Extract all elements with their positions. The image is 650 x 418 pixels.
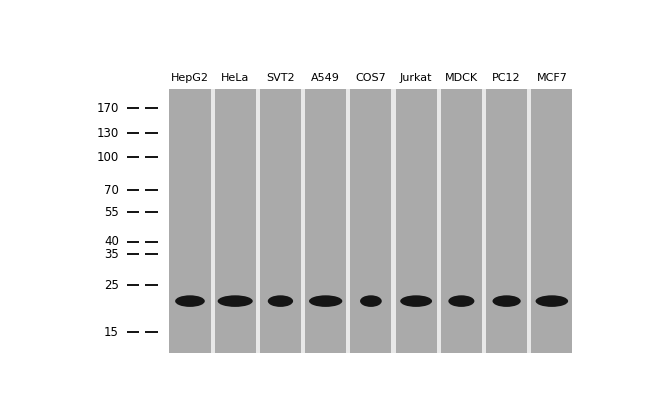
Text: HeLa: HeLa	[221, 73, 250, 83]
Text: 100: 100	[97, 151, 119, 164]
Ellipse shape	[536, 295, 568, 307]
Text: MDCK: MDCK	[445, 73, 478, 83]
Text: 40: 40	[104, 235, 119, 248]
Bar	[531, 89, 573, 353]
Text: 35: 35	[104, 247, 119, 260]
Ellipse shape	[360, 295, 382, 307]
Text: 170: 170	[97, 102, 119, 115]
Ellipse shape	[218, 295, 253, 307]
Bar	[260, 89, 301, 353]
Bar	[350, 89, 391, 353]
Text: SVT2: SVT2	[266, 73, 294, 83]
Ellipse shape	[493, 295, 521, 307]
Text: PC12: PC12	[492, 73, 521, 83]
Text: 130: 130	[97, 127, 119, 140]
Text: 15: 15	[104, 326, 119, 339]
Bar	[441, 89, 482, 353]
Text: A549: A549	[311, 73, 340, 83]
Bar	[486, 89, 527, 353]
Text: Jurkat: Jurkat	[400, 73, 432, 83]
Text: MCF7: MCF7	[536, 73, 567, 83]
Ellipse shape	[400, 295, 432, 307]
Ellipse shape	[175, 295, 205, 307]
Text: 25: 25	[104, 278, 119, 291]
Text: 70: 70	[104, 184, 119, 196]
Ellipse shape	[268, 295, 293, 307]
Ellipse shape	[309, 295, 343, 307]
Ellipse shape	[448, 295, 474, 307]
Bar	[214, 89, 255, 353]
Bar	[170, 89, 211, 353]
Text: 55: 55	[104, 206, 119, 219]
Bar	[305, 89, 346, 353]
Text: HepG2: HepG2	[171, 73, 209, 83]
Bar	[170, 89, 573, 353]
Bar	[396, 89, 437, 353]
Text: COS7: COS7	[356, 73, 386, 83]
